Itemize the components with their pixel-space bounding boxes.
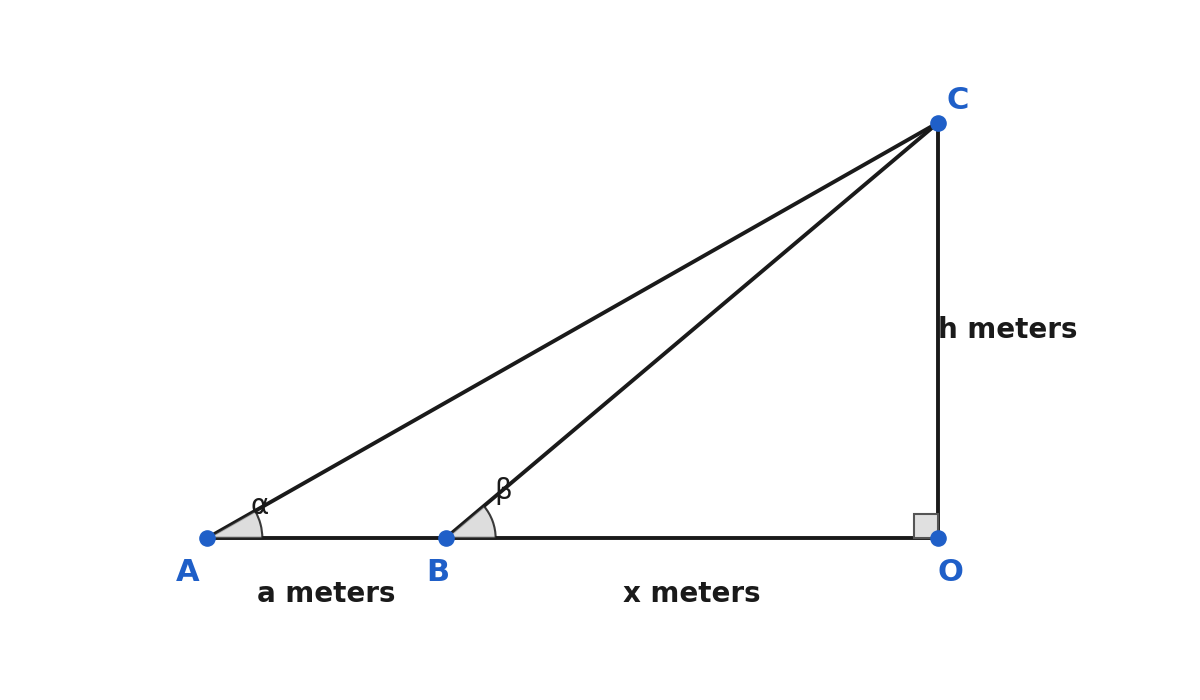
Text: O: O [937,559,962,587]
Wedge shape [206,511,263,538]
Point [436,533,455,544]
Text: A: A [176,559,199,587]
Text: B: B [426,559,450,587]
Point [197,533,216,544]
Bar [913,514,938,538]
Text: h meters: h meters [938,316,1078,344]
Text: a meters: a meters [257,580,396,608]
Text: C: C [947,86,968,116]
Text: α: α [250,492,269,520]
Wedge shape [445,506,496,538]
Point [929,533,948,544]
Text: x meters: x meters [623,580,761,608]
Point [929,117,948,128]
Text: β: β [494,477,512,505]
